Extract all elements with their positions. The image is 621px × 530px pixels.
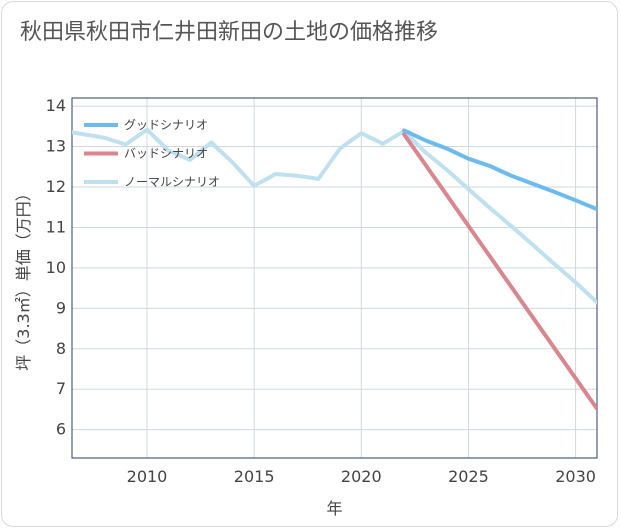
y-tick-label: 7	[56, 379, 66, 398]
x-tick-label: 2025	[448, 467, 489, 486]
series-line-normal	[72, 127, 597, 305]
x-tick-label: 2030	[555, 467, 596, 486]
series-line-good	[402, 128, 597, 212]
plot-frame	[71, 97, 598, 459]
y-tick-label: 6	[56, 420, 66, 439]
legend-label-good: グッドシナリオ	[124, 118, 208, 132]
legend-label-normal: ノーマルシナリオ	[124, 175, 220, 189]
legend-label-bad: バッドシナリオ	[124, 147, 208, 161]
y-tick-label: 12	[46, 177, 66, 196]
y-axis-title: 坪（3.3㎡）単価（万円）	[14, 185, 33, 370]
y-tick-label: 13	[46, 137, 66, 156]
y-tick-label: 8	[56, 339, 66, 358]
y-tick-label: 11	[46, 217, 66, 236]
x-axis-title: 年	[326, 499, 342, 518]
x-tick-label: 2010	[127, 467, 168, 486]
x-tick-label: 2015	[234, 467, 275, 486]
y-tick-label: 9	[56, 298, 66, 317]
series-line-bad	[402, 132, 597, 411]
y-tick-label: 10	[46, 258, 66, 277]
chart-title: 秋田県秋田市仁井田新田の土地の価格推移	[20, 20, 439, 45]
y-tick-label: 14	[46, 96, 66, 115]
x-tick-label: 2020	[341, 467, 382, 486]
